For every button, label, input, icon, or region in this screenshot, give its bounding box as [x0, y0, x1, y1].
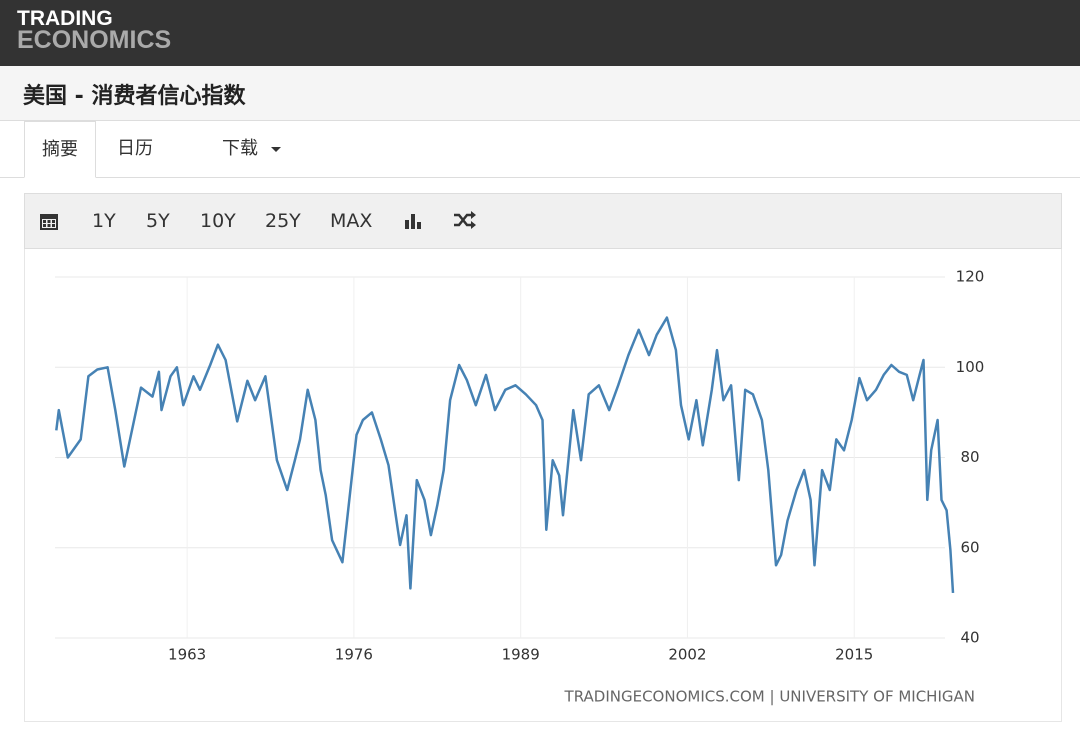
chart-frame	[24, 249, 1062, 722]
tab[interactable]: 下载	[222, 121, 282, 177]
source: TRADINGECONOMICS.COM | UNIVERSITY OF MIC…	[564, 688, 975, 706]
header: TRADING ECONOMICS	[0, 0, 1080, 66]
toolbar: 1Y 5Y 10Y 25Y MAX	[24, 193, 1062, 249]
range-button[interactable]: 5Y	[146, 210, 170, 232]
shuffle-icon[interactable]	[453, 210, 477, 230]
y-tick-label: 100	[956, 358, 985, 376]
tab[interactable]: 日历	[117, 138, 153, 159]
x-tick-label: 2015	[835, 646, 873, 664]
calendar-icon[interactable]	[39, 211, 59, 231]
y-tick-label: 120	[956, 268, 985, 286]
tab-bar: 摘要 日历 下载	[0, 121, 1080, 178]
range-button[interactable]: 25Y	[265, 210, 301, 232]
range-button[interactable]: 10Y	[200, 210, 236, 232]
bar-chart-icon[interactable]	[403, 211, 423, 231]
y-tick-label: 40	[960, 629, 979, 647]
y-tick-label: 60	[960, 538, 979, 556]
page-title: 美国 - 消费者信心指数	[23, 84, 246, 109]
tab[interactable]: 摘要	[24, 121, 96, 178]
logo[interactable]: TRADING	[17, 7, 113, 30]
caret	[270, 147, 281, 152]
range-button[interactable]: MAX	[330, 210, 373, 232]
data-line	[55, 316, 955, 593]
y-tick-label: 80	[960, 448, 979, 466]
x-tick-label: 1989	[502, 646, 540, 664]
title-bar: 美国 - 消费者信心指数	[0, 66, 1080, 121]
x-tick-label: 2002	[668, 646, 706, 664]
logo[interactable]: ECONOMICS	[17, 26, 172, 54]
x-tick-label: 1963	[168, 646, 206, 664]
x-tick-label: 1976	[335, 646, 373, 664]
tab-label: 下载	[222, 138, 258, 159]
range-button[interactable]: 1Y	[92, 210, 116, 232]
